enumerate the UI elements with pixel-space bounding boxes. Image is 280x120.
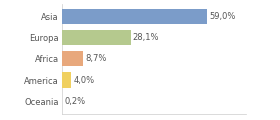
Text: 8,7%: 8,7% (85, 54, 106, 63)
Text: 0,2%: 0,2% (64, 97, 85, 106)
Bar (62, 30, 131, 45)
Bar (62, 9, 207, 24)
Text: 4,0%: 4,0% (73, 76, 95, 85)
Text: 59,0%: 59,0% (209, 12, 235, 21)
Bar (62, 51, 83, 66)
Text: 28,1%: 28,1% (133, 33, 159, 42)
Bar (62, 72, 71, 88)
